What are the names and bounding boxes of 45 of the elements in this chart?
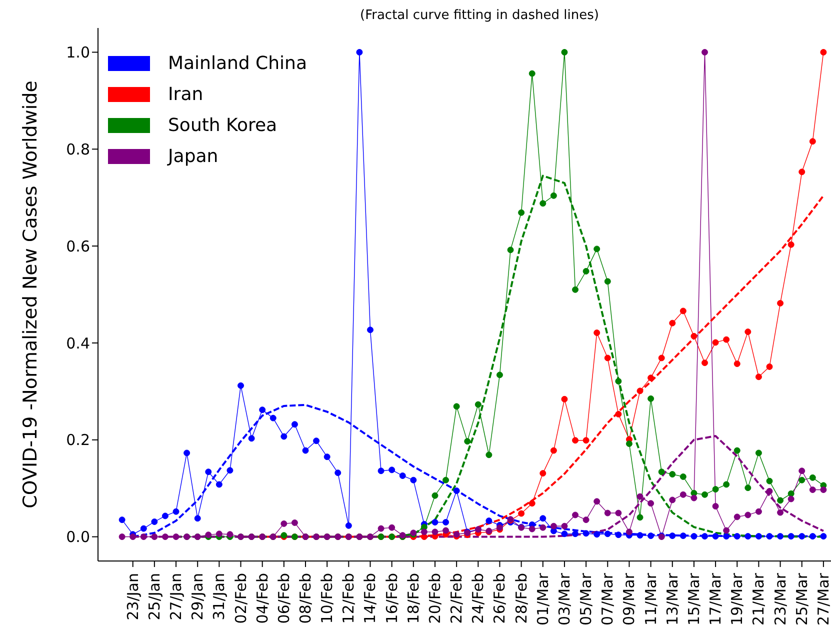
x-tick-label: 23/Mar [771,572,790,626]
x-tick-label: 09/Mar [620,572,638,626]
x-tick-label: 02/Feb [232,573,250,624]
x-tick-label: 14/Feb [361,573,380,624]
y-tick-label: 0.0 [66,528,90,546]
x-tick-label: 27/Jan [167,573,186,620]
chart-title: (Fractal curve fitting in dashed lines) [359,8,600,23]
x-tick-label: 25/Jan [145,573,164,620]
x-tick-label: 11/Mar [642,572,660,626]
y-tick-label: 0.8 [66,140,90,158]
x-tick-label: 31/Jan [210,573,228,620]
x-tick-label: 22/Feb [448,573,466,624]
x-tick-label: 01/Mar [534,572,552,626]
x-tick-label: 04/Feb [253,573,272,624]
x-tick-label: 13/Mar [663,572,682,626]
x-tick-label: 21/Mar [750,572,768,626]
x-tick-label: 29/Jan [188,573,207,620]
x-tick-label: 10/Feb [318,573,336,624]
x-tick-label: 16/Feb [382,573,401,624]
legend-label: Mainland China [168,52,307,76]
x-tick-label: 25/Mar [792,572,811,626]
x-tick-label: 15/Mar [684,572,703,626]
legend-label: South Korea [168,114,278,138]
x-tick-label: 19/Mar [728,572,746,626]
legend-label: Japan [168,145,218,169]
x-tick-label: 17/Mar [706,572,725,626]
x-tick-label: 26/Feb [490,573,509,624]
y-tick-label: 0.4 [66,334,90,352]
x-tick-label: 06/Feb [274,573,293,624]
y-tick-label: 0.2 [66,431,90,450]
x-tick-label: 20/Feb [426,573,444,624]
x-tick-label: 28/Feb [512,573,530,624]
x-tick-label: 27/Mar [814,572,831,626]
y-axis-title: COVID-19 -Normalized New Cases Worldwide [20,80,42,508]
x-tick-label: 18/Feb [404,573,422,624]
x-tick-label: 23/Jan [124,573,142,620]
x-tick-label: 12/Feb [340,573,358,624]
y-tick-label: 0.6 [66,237,90,256]
x-tick-label: 05/Mar [577,572,596,626]
x-tick-label: 03/Mar [555,572,574,626]
x-tick-label: 07/Mar [598,572,617,626]
x-tick-label: 24/Feb [469,573,488,624]
y-tick-label: 1.0 [66,44,90,62]
legend-label: Iran [168,83,204,107]
x-tick-label: 08/Feb [296,573,314,624]
